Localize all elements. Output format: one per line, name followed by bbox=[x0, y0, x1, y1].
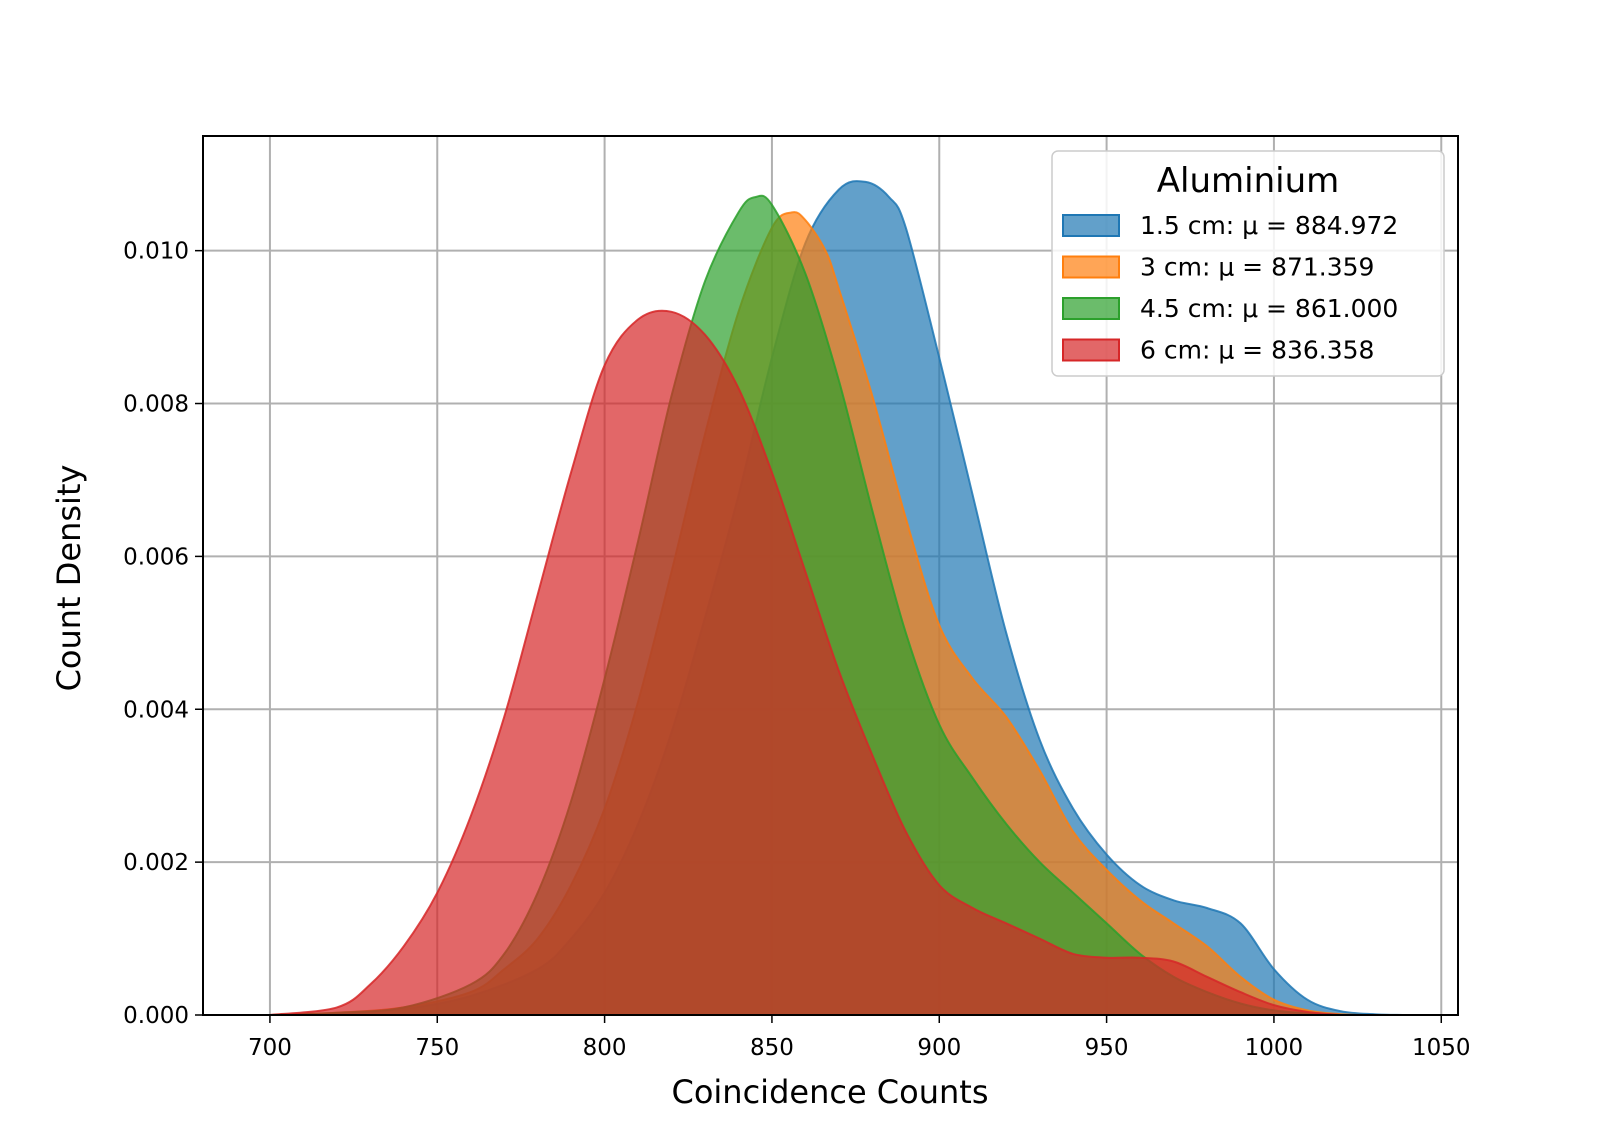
x-axis-ticks: 700 750 800 850 900 950 1000 1050 bbox=[248, 1015, 1471, 1061]
y-tick-label: 0.002 bbox=[123, 850, 189, 876]
legend-swatch bbox=[1062, 255, 1120, 279]
y-tick-label: 0.006 bbox=[123, 544, 189, 570]
y-tick-label: 0.008 bbox=[123, 392, 189, 418]
legend-swatch bbox=[1062, 297, 1120, 320]
x-tick-label: 1050 bbox=[1412, 1035, 1471, 1061]
x-tick-label: 800 bbox=[583, 1035, 627, 1061]
x-tick-label: 750 bbox=[415, 1035, 459, 1061]
legend-label: 4.5 cm: μ = 861.000 bbox=[1140, 294, 1398, 323]
legend-label: 1.5 cm: μ = 884.972 bbox=[1140, 211, 1398, 240]
y-axis-label: Count Density bbox=[50, 465, 88, 692]
plot-frame bbox=[202, 135, 1459, 1016]
legend: Aluminium 1.5 cm: μ = 884.972 3 cm: μ = 8… bbox=[1051, 150, 1445, 377]
y-axis-ticks: 0.000 0.002 0.004 0.006 0.008 0.010 bbox=[123, 239, 203, 1029]
legend-swatch bbox=[1062, 338, 1120, 362]
x-tick-label: 950 bbox=[1085, 1035, 1129, 1061]
x-tick-label: 850 bbox=[750, 1035, 794, 1061]
legend-swatch bbox=[1062, 214, 1120, 237]
y-tick-label: 0.010 bbox=[123, 239, 189, 265]
density-line-series-4 bbox=[269, 309, 1341, 1016]
legend-label: 6 cm: μ = 836.358 bbox=[1140, 336, 1374, 365]
y-tick-label: 0.000 bbox=[123, 1003, 189, 1029]
legend-frame bbox=[1051, 150, 1445, 377]
y-tick-label: 0.004 bbox=[123, 697, 189, 723]
x-axis-label: Coincidence Counts bbox=[671, 1073, 988, 1111]
density-areas bbox=[269, 180, 1408, 1016]
x-tick-label: 900 bbox=[917, 1035, 961, 1061]
density-area-series-4 bbox=[269, 310, 1341, 1015]
legend-title: Aluminium bbox=[1157, 161, 1339, 201]
x-tick-label: 700 bbox=[248, 1035, 292, 1061]
legend-label: 3 cm: μ = 871.359 bbox=[1140, 253, 1374, 282]
x-tick-label: 1000 bbox=[1245, 1035, 1304, 1061]
